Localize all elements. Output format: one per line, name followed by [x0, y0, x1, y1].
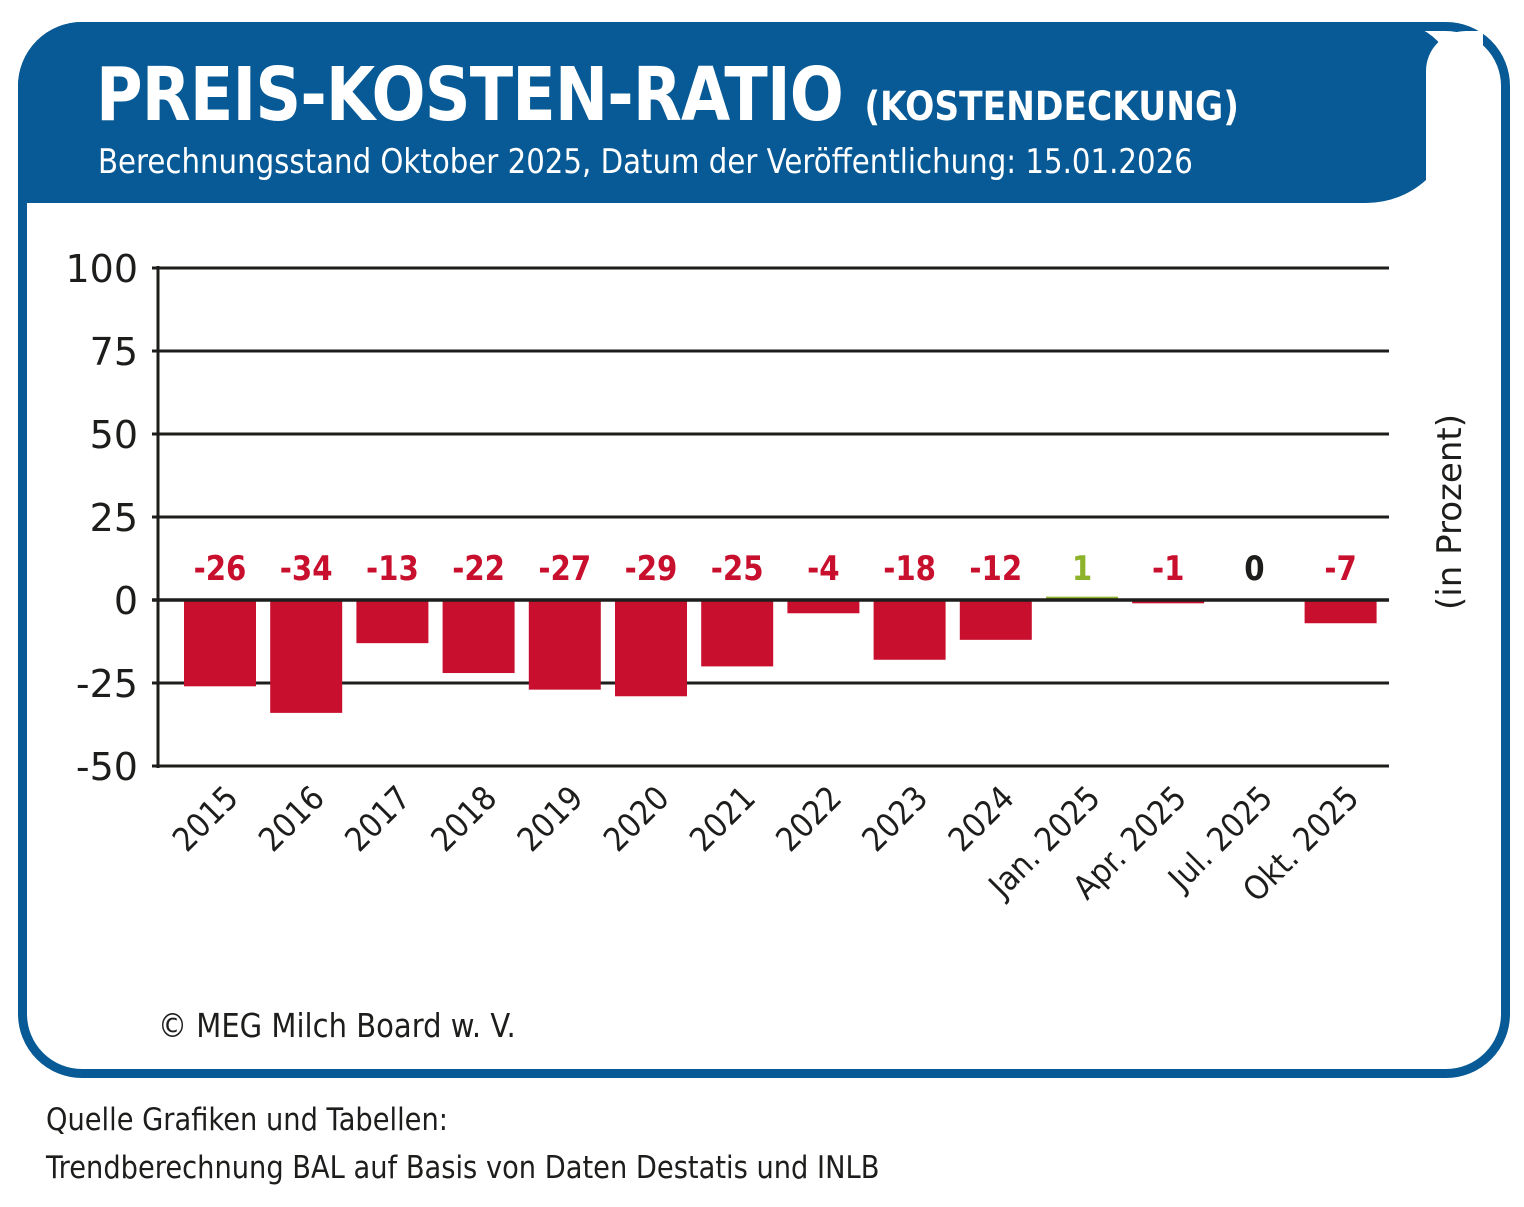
data-label: -27	[538, 550, 591, 589]
y-tick-label: -50	[76, 745, 138, 789]
bar	[442, 600, 515, 674]
title-main: PREIS-KOSTEN-RATIO	[96, 52, 844, 138]
data-label: -26	[194, 550, 247, 589]
x-axis-labels: 2015 2016 2017 2018 2019 2020 2021 2022 2023 2024…	[166, 779, 1367, 909]
data-label: -25	[711, 550, 764, 589]
copyright-note: © MEG Milch Board w. V.	[158, 1006, 516, 1045]
data-labels: -26 -34 -13 -22 -27 -29 -25 -4 -18 -12 1 -1 0 -7	[194, 550, 1357, 589]
bar	[528, 600, 601, 690]
y-tick-label: 0	[114, 579, 138, 623]
data-label: -29	[625, 550, 678, 589]
bar	[615, 600, 687, 697]
data-label: -18	[883, 550, 936, 589]
data-label: 1	[1072, 550, 1092, 589]
x-tick-label: 2021	[683, 779, 763, 859]
x-tick-label: 2022	[769, 779, 849, 859]
x-tick-label: 2020	[597, 779, 677, 859]
x-tick-label: 2019	[511, 779, 591, 859]
bar	[184, 600, 256, 687]
data-label: -13	[366, 550, 419, 589]
source-label: Quelle Grafiken und Tabellen:	[46, 1102, 448, 1138]
x-tick-label: 2017	[338, 779, 418, 859]
data-label: -22	[452, 550, 505, 589]
x-tick-label: 2024	[942, 779, 1022, 859]
data-label: -1	[1152, 550, 1184, 589]
x-tick-label: 2016	[252, 779, 332, 859]
y-axis-ticks: 100 75 50 25 0 -25 -50	[65, 247, 138, 789]
y-tick-label: 100	[65, 247, 138, 291]
x-tick-label: 2023	[855, 779, 935, 859]
data-label: -12	[969, 550, 1022, 589]
header-notch	[1426, 31, 1483, 203]
gridlines	[152, 266, 1389, 768]
bar	[270, 600, 343, 713]
x-tick-label: 2015	[166, 779, 246, 859]
chart-subtitle: Berechnungsstand Oktober 2025, Datum der…	[98, 142, 1193, 182]
data-label: -34	[280, 550, 333, 589]
y-tick-label: -25	[76, 662, 138, 706]
bar	[873, 600, 946, 660]
y-axis-label: (in Prozent)	[1430, 414, 1470, 610]
y-tick-label: 25	[90, 496, 138, 540]
bar	[356, 600, 429, 644]
data-label: -4	[807, 550, 839, 589]
chart-title: PREIS-KOSTEN-RATIO (KOSTENDECKUNG)	[96, 52, 1239, 138]
y-tick-label: 50	[90, 413, 138, 457]
header-banner	[18, 22, 1456, 203]
bars	[184, 596, 1377, 713]
source-text: Trendberechnung BAL auf Basis von Daten …	[46, 1150, 880, 1186]
data-label: 0	[1244, 550, 1264, 589]
title-suffix: (KOSTENDECKUNG)	[864, 84, 1239, 130]
bar	[959, 600, 1032, 640]
x-tick-label: 2018	[424, 779, 504, 859]
bar	[701, 600, 774, 667]
bar	[1304, 600, 1377, 624]
bar	[787, 600, 860, 614]
data-label: -7	[1324, 550, 1356, 589]
y-tick-label: 75	[90, 330, 138, 374]
